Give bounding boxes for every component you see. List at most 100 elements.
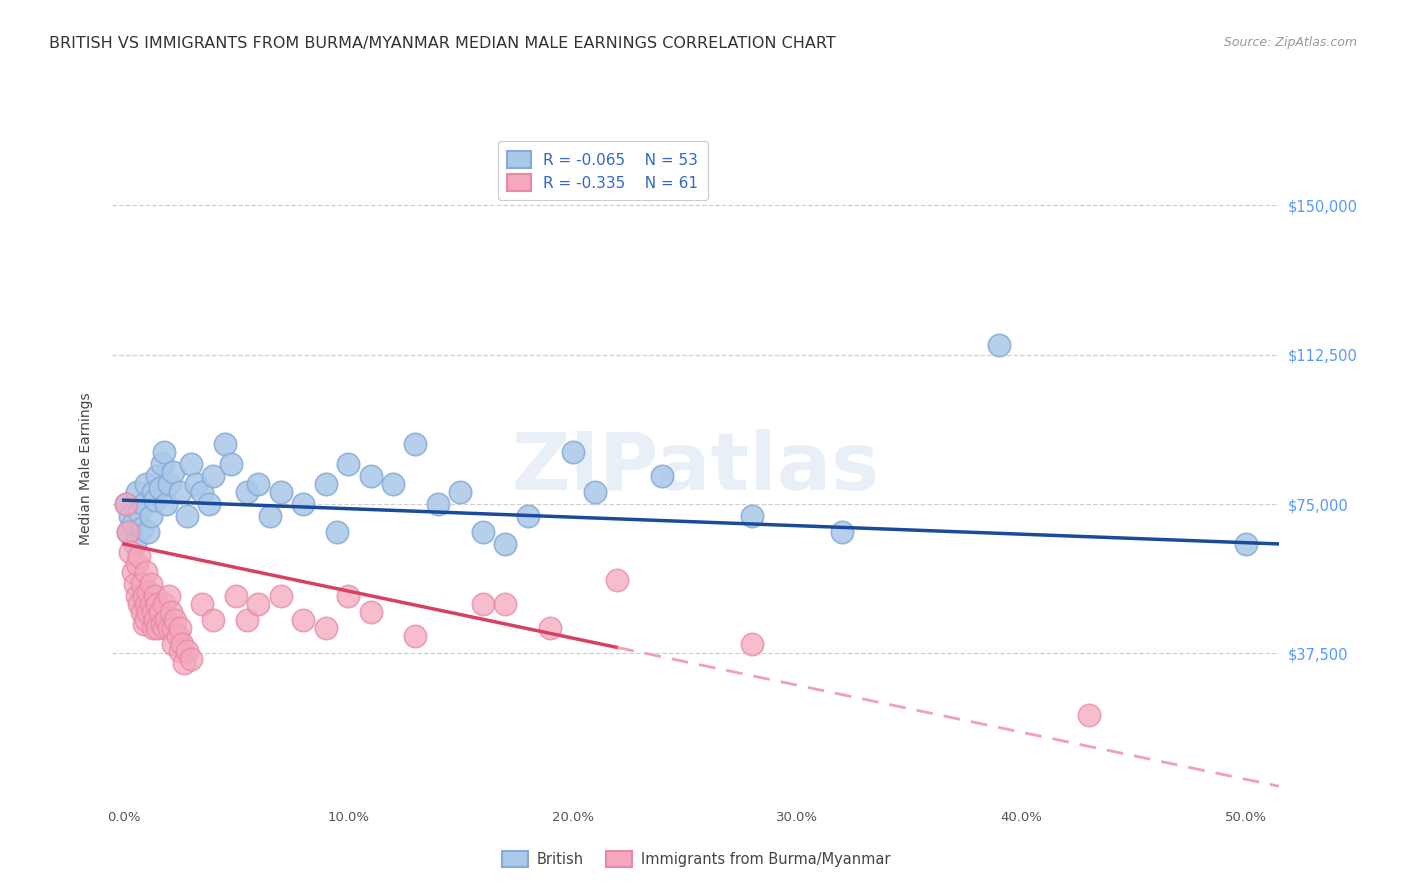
Point bbox=[221, 458, 243, 472]
Point bbox=[117, 524, 139, 539]
Point bbox=[166, 628, 188, 642]
Point bbox=[162, 621, 184, 635]
Point bbox=[117, 524, 139, 539]
Point bbox=[583, 485, 606, 500]
Point bbox=[538, 621, 561, 635]
Point bbox=[146, 469, 169, 483]
Point bbox=[170, 636, 193, 650]
Text: Source: ZipAtlas.com: Source: ZipAtlas.com bbox=[1223, 36, 1357, 49]
Point bbox=[404, 628, 426, 642]
Point bbox=[149, 605, 172, 619]
Point bbox=[149, 481, 172, 495]
Point bbox=[157, 477, 180, 491]
Point bbox=[131, 576, 153, 591]
Point bbox=[741, 509, 763, 524]
Point bbox=[191, 485, 214, 500]
Point bbox=[150, 616, 173, 631]
Point bbox=[606, 573, 628, 587]
Point bbox=[169, 621, 191, 635]
Point bbox=[449, 485, 471, 500]
Point bbox=[494, 537, 516, 551]
Point bbox=[236, 485, 259, 500]
Point bbox=[173, 657, 195, 671]
Point bbox=[124, 576, 146, 591]
Point bbox=[169, 485, 191, 500]
Point bbox=[139, 597, 162, 611]
Text: BRITISH VS IMMIGRANTS FROM BURMA/MYANMAR MEDIAN MALE EARNINGS CORRELATION CHART: BRITISH VS IMMIGRANTS FROM BURMA/MYANMAR… bbox=[49, 36, 837, 51]
Point bbox=[1234, 537, 1257, 551]
Point bbox=[180, 652, 202, 666]
Point bbox=[382, 477, 405, 491]
Point bbox=[471, 524, 494, 539]
Point bbox=[132, 497, 155, 511]
Point bbox=[153, 621, 176, 635]
Point bbox=[131, 605, 153, 619]
Point bbox=[247, 597, 270, 611]
Point bbox=[494, 597, 516, 611]
Point bbox=[155, 613, 177, 627]
Point bbox=[270, 485, 292, 500]
Point bbox=[214, 437, 236, 451]
Point bbox=[143, 589, 166, 603]
Point bbox=[127, 485, 149, 500]
Point bbox=[155, 497, 177, 511]
Y-axis label: Median Male Earnings: Median Male Earnings bbox=[79, 392, 93, 545]
Point bbox=[162, 465, 184, 479]
Point bbox=[142, 605, 165, 619]
Point bbox=[115, 497, 138, 511]
Point bbox=[135, 597, 157, 611]
Point bbox=[1077, 708, 1099, 723]
Point bbox=[127, 589, 149, 603]
Legend: British, Immigrants from Burma/Myanmar: British, Immigrants from Burma/Myanmar bbox=[496, 845, 896, 872]
Point bbox=[184, 477, 207, 491]
Point bbox=[360, 605, 382, 619]
Point bbox=[132, 616, 155, 631]
Text: ZIPatlas: ZIPatlas bbox=[512, 429, 880, 508]
Point bbox=[115, 497, 138, 511]
Point bbox=[292, 497, 315, 511]
Point bbox=[225, 589, 247, 603]
Point bbox=[270, 589, 292, 603]
Point bbox=[135, 565, 157, 579]
Point bbox=[236, 613, 259, 627]
Point bbox=[120, 509, 142, 524]
Point bbox=[202, 613, 225, 627]
Point bbox=[131, 521, 153, 535]
Point bbox=[146, 621, 169, 635]
Point bbox=[120, 545, 142, 559]
Point bbox=[157, 589, 180, 603]
Point bbox=[135, 477, 157, 491]
Point bbox=[169, 644, 191, 658]
Point bbox=[121, 565, 143, 579]
Point bbox=[138, 605, 160, 619]
Point bbox=[162, 636, 184, 650]
Point bbox=[142, 485, 165, 500]
Point bbox=[741, 636, 763, 650]
Point bbox=[121, 517, 143, 532]
Point bbox=[128, 597, 150, 611]
Point bbox=[516, 509, 538, 524]
Point bbox=[139, 576, 162, 591]
Point bbox=[153, 445, 176, 459]
Point bbox=[165, 613, 187, 627]
Point bbox=[143, 493, 166, 508]
Point bbox=[651, 469, 673, 483]
Point bbox=[135, 613, 157, 627]
Point bbox=[146, 597, 169, 611]
Point bbox=[987, 338, 1010, 352]
Point bbox=[315, 621, 337, 635]
Point bbox=[153, 597, 176, 611]
Point bbox=[128, 505, 150, 519]
Point bbox=[138, 524, 160, 539]
Point bbox=[180, 458, 202, 472]
Point bbox=[831, 524, 853, 539]
Point bbox=[259, 509, 281, 524]
Point bbox=[426, 497, 449, 511]
Point bbox=[326, 524, 349, 539]
Point bbox=[150, 458, 173, 472]
Point bbox=[404, 437, 426, 451]
Point bbox=[127, 557, 149, 571]
Point bbox=[337, 458, 360, 472]
Point bbox=[360, 469, 382, 483]
Point bbox=[202, 469, 225, 483]
